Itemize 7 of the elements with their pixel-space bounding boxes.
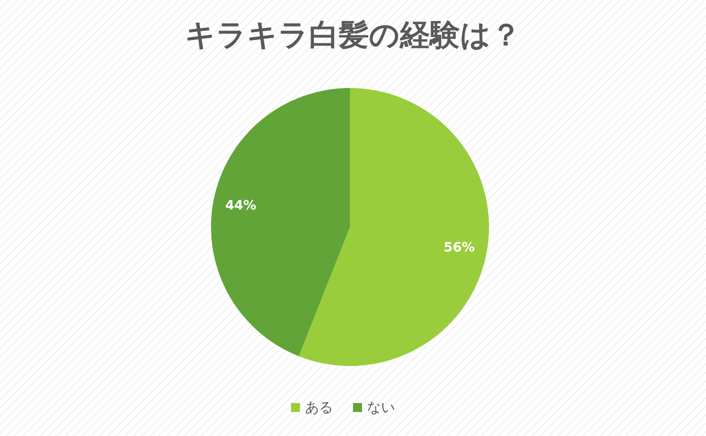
data-label: 44% (225, 198, 256, 214)
pie-slice (211, 88, 350, 356)
chart-title: キラキラ白髪の経験は？ (185, 18, 521, 53)
data-label: 56% (444, 240, 475, 256)
legend-label: ない (367, 400, 395, 416)
legend-label: ある (305, 400, 333, 416)
pie-slice (298, 88, 489, 366)
